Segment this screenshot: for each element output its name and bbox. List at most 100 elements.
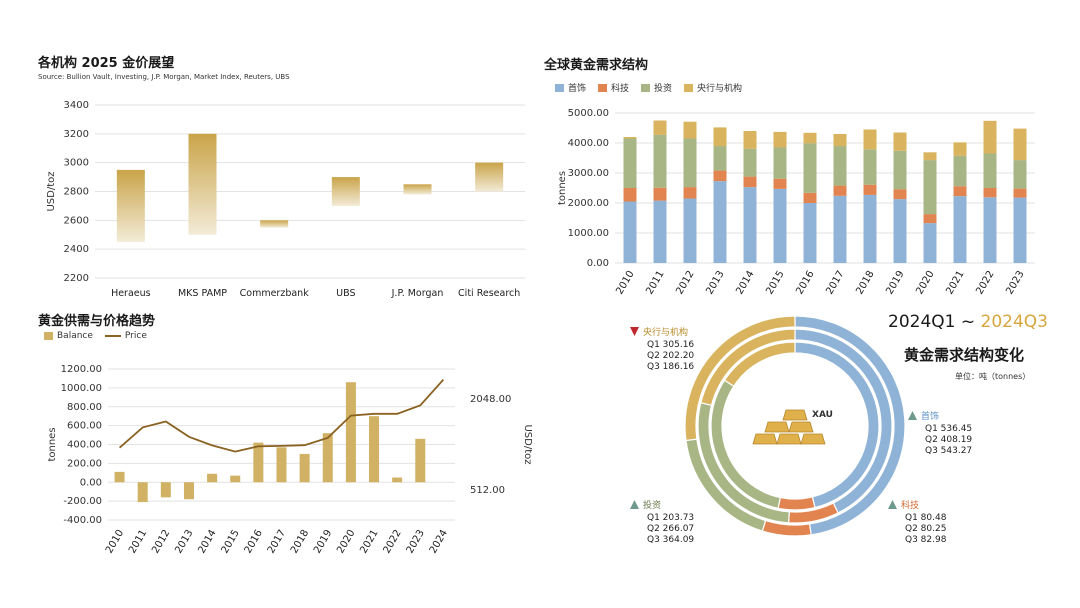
supply-ytick-3: 600.00 [67,421,102,432]
supply-xtick-6: 2016 [243,528,265,556]
supply-chart: 1200.00 1000.00 800.00 600.00 400.00 200.00 0.… [47,364,533,556]
supply-bar-7 [276,447,287,483]
supply-xtick-12: 2022 [382,528,404,556]
demand-bar-11-0 [953,196,967,263]
demand-bar-12-0 [983,197,997,263]
demand-legend-label-2: 投资 [654,84,673,94]
forecast-xtick-3: UBS [336,288,355,299]
ring-segment-1-Q3 [777,496,816,511]
demand-ytick-1: 4000.00 [568,138,609,149]
demand-legend-swatch-0 [555,83,564,92]
supply-xtick-2: 2012 [150,528,172,556]
ring-title-start: 2024Q1 [888,312,956,332]
supply-ytick-6: 0.00 [80,477,102,488]
demand-bar-11-1 [953,186,967,197]
supply-bar-11 [369,416,380,483]
demand-bar-6-3 [803,132,817,144]
ring-segment-3-Q3 [723,341,796,388]
forecast-xtick-0: Heraeus [111,288,151,299]
gold-bar-2 [788,421,814,433]
ring-segment-3-Q1 [684,315,796,442]
demand-bar-13-1 [1013,188,1027,198]
demand-legend-item-3: 央行与机构 [684,81,742,94]
forecast-ytick-4: 2600 [64,215,89,226]
forecast-source: Source: Bullion Vault, Investing, J.P. M… [38,73,290,81]
demand-bar-0-1 [623,188,637,202]
supply-xtick-4: 2014 [196,528,218,556]
supply-ytick-2: 800.00 [67,402,102,413]
supply-bar-9 [322,433,333,483]
ring-trend-up-icon-2 [630,500,639,509]
supply-bar-13 [415,438,426,483]
forecast-bar-0 [116,169,145,242]
demand-legend-label-3: 央行与机构 [697,84,743,94]
supply-legend: Balance Price [44,331,147,341]
ring-segment-3-Q2 [700,328,796,407]
supply-xtick-10: 2020 [335,528,357,556]
forecast-ytick-2: 3000 [64,158,89,169]
forecast-chart: 3400 3200 3000 2800 2600 2400 2200 USD/toz Herae… [46,100,525,299]
ring-cat-value-2-1: Q2 266.07 [647,524,694,534]
supply-xtick-13: 2023 [405,528,427,556]
supply-price-line [119,378,445,453]
demand-bar-1-3 [653,120,667,135]
demand-bar-11-2 [953,155,967,187]
forecast-xtick-5: Citi Research [458,288,520,299]
ring-cat-value-0-0: Q1 536.45 [925,424,972,434]
demand-xtick-11: 2021 [944,269,966,297]
demand-ylabel: tonnes [557,171,568,205]
ring-cat-value-3-2: Q3 186.16 [647,362,694,372]
ring-cat-name-3: 央行与机构 [643,326,688,338]
forecast-ylabel: USD/toz [46,171,57,211]
demand-bar-4-1 [743,176,757,188]
demand-bar-6-1 [803,192,817,203]
demand-xtick-0: 2010 [614,269,636,297]
demand-xtick-2: 2012 [674,269,696,297]
ring-cat-value-3-1: Q2 202.20 [647,351,694,361]
demand-bar-4-3 [743,131,757,149]
supply-xtick-9: 2019 [312,528,334,556]
demand-bar-3-0 [713,181,727,263]
supply-xtick-1: 2011 [127,528,149,556]
ring-cat-name-0: 首饰 [921,410,939,422]
demand-bar-8-3 [863,129,877,150]
forecast-bar-1 [188,133,217,235]
supply-bar-2 [160,482,171,498]
demand-ytick-0: 5000.00 [568,108,609,119]
demand-legend-item-1: 科技 [598,81,629,94]
supply-ytick-0: 1200.00 [61,364,102,375]
ring-trend-down-icon-3 [630,327,639,336]
demand-xtick-6: 2016 [794,269,816,297]
forecast-bar-2 [260,220,289,228]
legend-balance-label: Balance [57,331,93,341]
demand-bar-10-3 [923,152,937,161]
demand-xtick-7: 2017 [824,269,846,297]
demand-bar-6-2 [803,143,817,193]
supply-bar-5 [230,475,241,483]
gold-bar-5 [800,433,826,445]
ring-cat-name-2: 投资 [643,499,661,511]
demand-bar-9-0 [893,199,907,263]
demand-bar-8-0 [863,194,877,263]
ring-cat-value-2-2: Q3 364.09 [647,535,694,545]
demand-bar-11-3 [953,142,967,156]
demand-legend-swatch-1 [598,83,608,92]
legend-price: Price [104,331,147,341]
forecast-bar-3 [331,177,360,206]
supply-bar-8 [299,453,310,483]
ring-subtitle: 黄金需求结构变化 [904,346,1025,364]
legend-price-swatch [104,335,121,337]
supply-bar-4 [207,473,218,483]
demand-bar-13-0 [1013,197,1027,263]
demand-xtick-8: 2018 [854,269,876,297]
demand-ytick-5: 0.00 [587,258,609,269]
demand-xtick-9: 2019 [884,269,906,297]
demand-xtick-10: 2020 [914,269,936,297]
supply-xtick-7: 2017 [266,528,288,556]
demand-bar-8-1 [863,184,877,195]
supply-y2tick-1: 512.00 [470,485,505,496]
demand-bar-2-1 [683,187,697,199]
demand-bar-13-2 [1013,160,1027,189]
supply-bar-1 [137,482,148,503]
supply-ytick-7: -200.00 [63,496,102,507]
